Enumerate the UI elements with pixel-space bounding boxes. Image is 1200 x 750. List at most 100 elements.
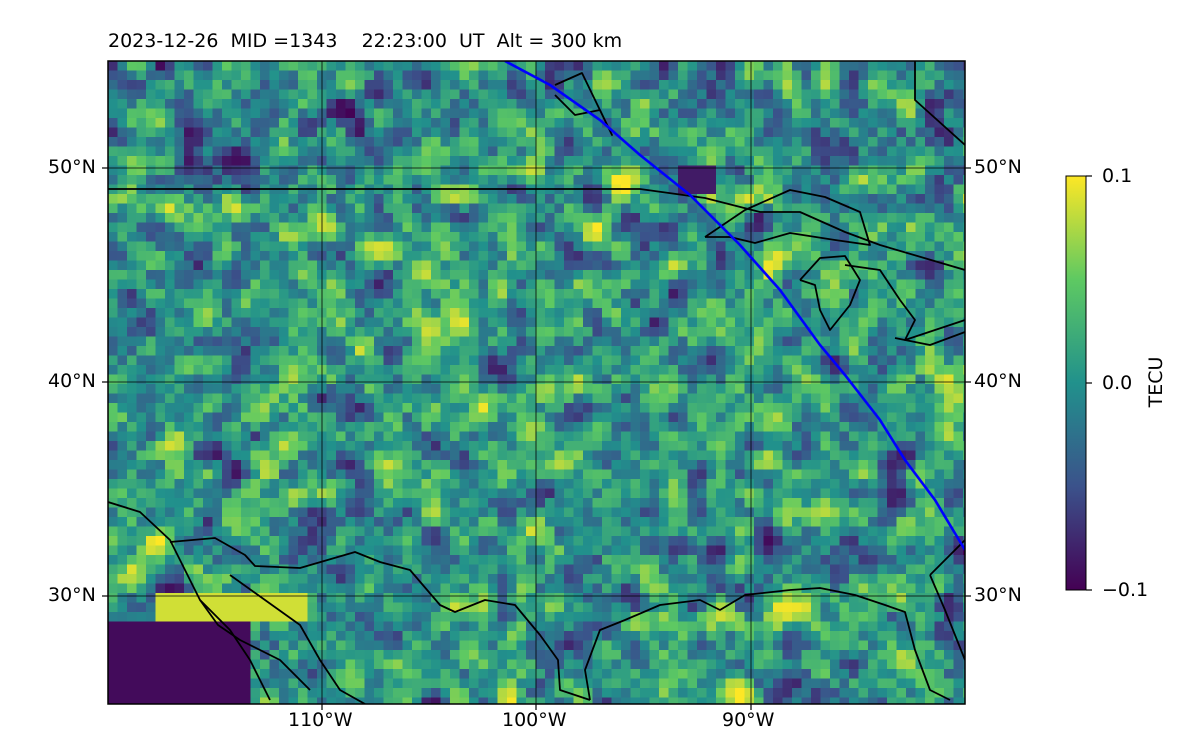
heatmap-cell [165,298,176,309]
heatmap-cell [621,317,632,328]
heatmap-cell [231,175,242,186]
heatmap-cell [203,137,214,148]
heatmap-cell [260,469,271,480]
heatmap-cell [659,479,670,490]
heatmap-cell [820,422,831,433]
heatmap-cell [298,412,309,423]
heatmap-cell [326,203,337,214]
heatmap-cell [925,184,936,195]
heatmap-cell [459,175,470,186]
heatmap-cell [602,327,613,338]
heatmap-cell [640,431,651,442]
heatmap-cell [212,270,223,281]
heatmap-cell [459,536,470,547]
heatmap-cell [279,365,290,376]
heatmap-cell [849,327,860,338]
heatmap-cell [811,165,822,176]
heatmap-cell [440,336,451,347]
heatmap-cell [108,80,119,91]
heatmap-cell [668,365,679,376]
heatmap-cell [573,507,584,518]
heatmap-cell [716,137,727,148]
heatmap-cell [269,61,280,72]
heatmap-cell [839,555,850,566]
heatmap-cell [393,137,404,148]
heatmap-cell [222,365,233,376]
heatmap-cell [659,574,670,585]
heatmap-cell [887,184,898,195]
heatmap-cell [279,251,290,262]
heatmap-cell [459,327,470,338]
heatmap-cell [469,232,480,243]
heatmap-cell [573,460,584,471]
heatmap-cell [146,213,157,224]
heatmap-cell [288,422,299,433]
heatmap-cell [421,564,432,575]
heatmap-cell [307,536,318,547]
heatmap-cell [269,146,280,157]
heatmap-cell [393,61,404,72]
heatmap-cell [820,146,831,157]
heatmap-cell [915,70,926,81]
heatmap-cell [193,165,204,176]
heatmap-cell [630,156,641,167]
heatmap-cell [763,270,774,281]
heatmap-cell [906,89,917,100]
heatmap-cell [469,441,480,452]
heatmap-cell [592,89,603,100]
heatmap-cell [307,108,318,119]
heatmap-cell [725,365,736,376]
heatmap-cell [269,507,280,518]
heatmap-cell [117,232,128,243]
heatmap-cell [269,156,280,167]
heatmap-cell [868,213,879,224]
heatmap-cell [877,80,888,91]
heatmap-cell [725,146,736,157]
heatmap-cell [383,108,394,119]
heatmap-cell [716,479,727,490]
heatmap-cell [640,403,651,414]
heatmap-cell [763,203,774,214]
heatmap-cell [497,441,508,452]
heatmap-cell [706,403,717,414]
heatmap-cell [279,317,290,328]
heatmap-cell [887,498,898,509]
heatmap-cell [222,137,233,148]
heatmap-cell [782,460,793,471]
heatmap-cell [906,108,917,119]
heatmap-cell [165,118,176,129]
heatmap-cell [535,441,546,452]
heatmap-cell [573,327,584,338]
heatmap-cell [849,317,860,328]
heatmap-cell [773,203,784,214]
heatmap-cell [782,403,793,414]
heatmap-cell [402,317,413,328]
heatmap-cell [659,175,670,186]
heatmap-cell [963,260,965,271]
heatmap-cell [222,536,233,547]
heatmap-cell [174,194,185,205]
heatmap-cell [203,441,214,452]
heatmap-cell [279,298,290,309]
heatmap-cell [915,545,926,556]
heatmap-cell [364,507,375,518]
heatmap-cell [431,213,442,224]
heatmap-cell [545,441,556,452]
heatmap-cell [336,469,347,480]
heatmap-cell [469,517,480,528]
heatmap-cell [222,80,233,91]
heatmap-cell [288,488,299,499]
heatmap-cell [906,317,917,328]
heatmap-cell [934,564,945,575]
heatmap-cell [611,355,622,366]
heatmap-cell [155,403,166,414]
heatmap-cell [649,127,660,138]
heatmap-cell [174,279,185,290]
heatmap-cell [507,517,518,528]
heatmap-cell [858,203,869,214]
heatmap-cell [887,89,898,100]
heatmap-cell [583,270,594,281]
heatmap-cell [934,232,945,243]
heatmap-cell [868,422,879,433]
heatmap-cell [507,70,518,81]
